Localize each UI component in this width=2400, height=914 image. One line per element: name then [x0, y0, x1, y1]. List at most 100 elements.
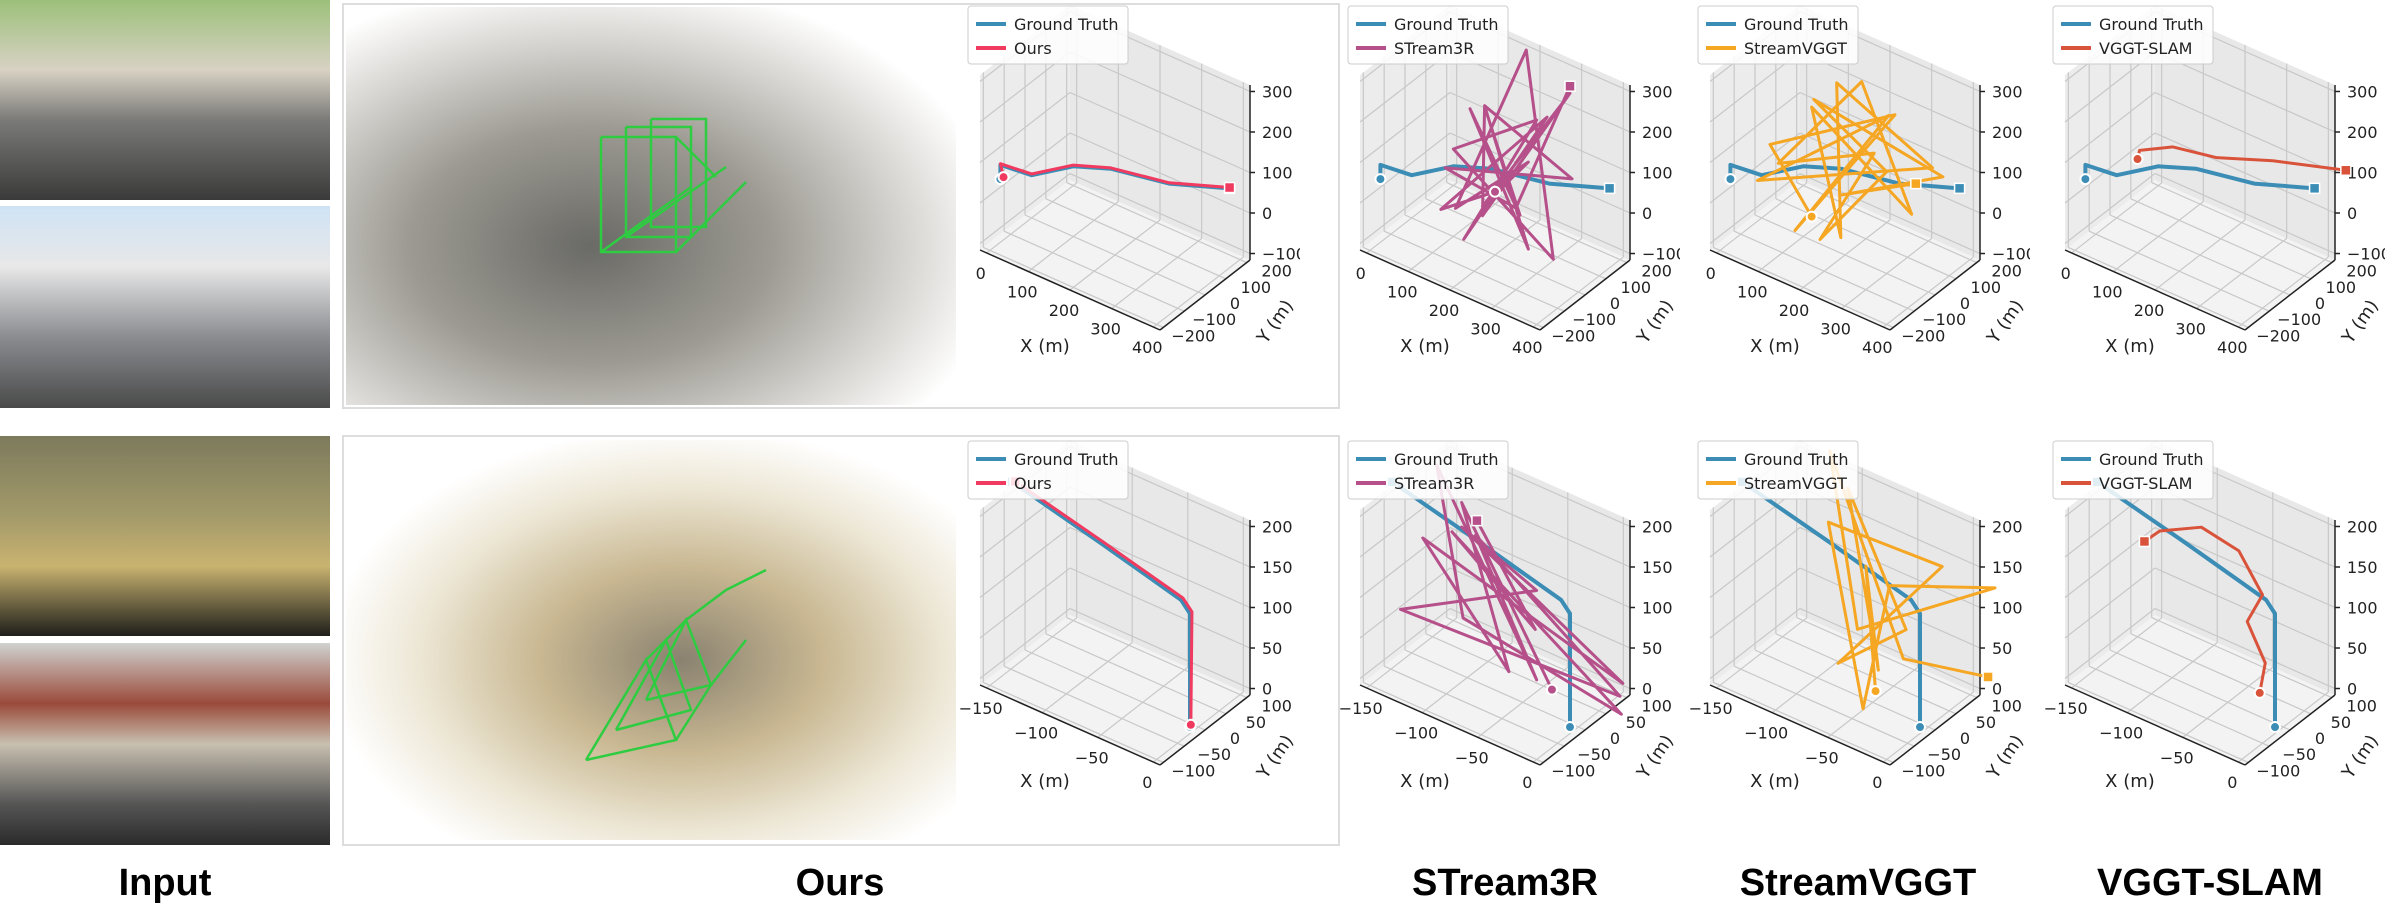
legend-box [967, 440, 1129, 500]
x-axis-title: X (m) [2105, 771, 2155, 792]
x-axis-line [2064, 249, 2246, 331]
x-tick-label: −100 [1394, 724, 1438, 743]
gridline-z [1799, 51, 1981, 133]
y-tick-label: −200 [1171, 326, 1215, 345]
gridline-z [979, 527, 1071, 598]
y-axis-title: Y (m) [2337, 296, 2382, 348]
z-tick-label: 100 [1262, 599, 1293, 618]
gridline-y [1754, 214, 1936, 296]
gridline-z [1359, 132, 1451, 204]
z-tick-label: 100 [1992, 599, 2023, 618]
gridline-y [2088, 665, 2270, 747]
trajectory-streamvggt [1826, 449, 1997, 711]
z-tick-label: 50 [1992, 639, 2012, 658]
ours-panel-row1 [342, 3, 1340, 409]
start-marker [1545, 683, 1558, 696]
trajectory-ground-truth [2096, 480, 2277, 728]
legend-entry: Ground Truth [1014, 15, 1119, 34]
gridline-z [2064, 608, 2156, 679]
z-tick-label: 0 [2347, 204, 2357, 223]
x-axis-line [1359, 684, 1541, 766]
gridline-y [1066, 182, 1247, 264]
y-tick-label: 50 [1246, 713, 1266, 732]
end-marker [1953, 182, 1966, 195]
y-axis-line [1539, 259, 1631, 331]
y-tick-label: −100 [1922, 310, 1966, 329]
trajectory-vggt-slam [2136, 145, 2347, 172]
start-marker [997, 171, 1010, 184]
x-tick-label: 0 [2227, 773, 2237, 792]
z-tick-label: 100 [2347, 164, 2378, 183]
x-axis-title: X (m) [1400, 336, 1450, 357]
y-tick-label: 100 [1991, 697, 2022, 716]
legend-box [1697, 5, 1859, 65]
gridline-y [1713, 681, 1894, 763]
gridline-z [979, 132, 1071, 204]
y-tick-label: −100 [1551, 761, 1595, 780]
gridline-z [2064, 173, 2156, 244]
gridline-y [1425, 633, 1607, 715]
gridline-z [1069, 51, 1251, 133]
legend-entry: StreamVGGT [1744, 39, 1847, 58]
gridline-y [1003, 665, 1185, 747]
gridline-z [2154, 51, 2336, 133]
gridline-z [2154, 91, 2336, 174]
gridline-y [1404, 649, 1586, 731]
start-marker [1184, 718, 1197, 731]
gridline-z [2154, 132, 2336, 214]
y-tick-label: −100 [1192, 310, 1236, 329]
y-tick-label: −50 [2282, 745, 2316, 764]
gridline-y [1404, 214, 1586, 296]
x-tick-label: 200 [1049, 301, 1080, 320]
legend-entry: STream3R [1394, 39, 1474, 58]
x-tick-label: −100 [1014, 724, 1058, 743]
y-tick-label: 100 [2326, 278, 2357, 297]
legend-box [1697, 440, 1859, 500]
end-marker [1603, 182, 1616, 195]
y-tick-label: 200 [1991, 262, 2022, 281]
gridline-z [1709, 92, 1801, 163]
legend-entry: STream3R [1394, 474, 1474, 493]
end-marker [1564, 80, 1576, 92]
y-tick-label: 50 [1626, 713, 1646, 732]
gridline-z [2154, 172, 2336, 255]
start-marker [2131, 153, 2144, 166]
z-tick-label: 300 [1992, 82, 2023, 101]
z-tick-label: 200 [1262, 123, 1293, 142]
z-tick-label: 200 [1642, 517, 1673, 536]
end-marker [2308, 182, 2321, 195]
x-tick-label: 0 [1872, 773, 1882, 792]
gridline-y [1363, 681, 1544, 763]
gridline-y [1796, 617, 1977, 699]
trajectory-plot-row1-streamvggt: 0100200300400−200−1000100200−10001002003… [1690, 0, 2036, 410]
z-tick-label: 150 [1262, 558, 1293, 577]
gridline-y [1713, 246, 1894, 328]
y-axis-line [2244, 259, 2336, 331]
x-tick-label: 0 [2061, 264, 2071, 283]
legend-entry: VGGT-SLAM [2099, 39, 2192, 58]
legend-entry: Ground Truth [2099, 450, 2204, 469]
gridline-y [1363, 246, 1544, 328]
trajectory-stream3r [1439, 48, 1574, 261]
trajectory-plot-row2-stream3r: −150 −100 −50 0 −100 −50 0 50 100 0 50 100 150 200 X (… [1339, 435, 1680, 845]
x-axis-line [979, 684, 1161, 766]
start-marker [1724, 173, 1737, 186]
gridline-z [1709, 173, 1801, 244]
gridline-y [1045, 198, 1227, 280]
end-marker [1982, 671, 1994, 683]
x-tick-label: 0 [976, 264, 986, 283]
z-tick-label: 100 [2347, 599, 2378, 618]
y-axis-line [2244, 694, 2336, 766]
trajectory-plot-row1-ours: 0100200300400−200−1000100200−10001002003… [960, 0, 1306, 410]
y-axis-line [1159, 694, 1251, 766]
y-axis-title: Y (m) [1632, 296, 1677, 348]
x-axis-title: X (m) [1020, 771, 1070, 792]
trajectory-ground-truth [1391, 480, 1572, 728]
y-tick-label: 100 [2346, 697, 2377, 716]
trajectory-plot-row1-stream3r: 0100200300400−200−1000100200−10001002003… [1340, 0, 1686, 410]
point-cloud-reconstruction-row2 [346, 440, 956, 840]
z-tick-label: 50 [1262, 639, 1282, 658]
x-tick-label: −50 [1455, 748, 1489, 767]
z-tick-label: −100 [1642, 245, 1680, 264]
z-tick-label: 0 [2347, 680, 2357, 699]
